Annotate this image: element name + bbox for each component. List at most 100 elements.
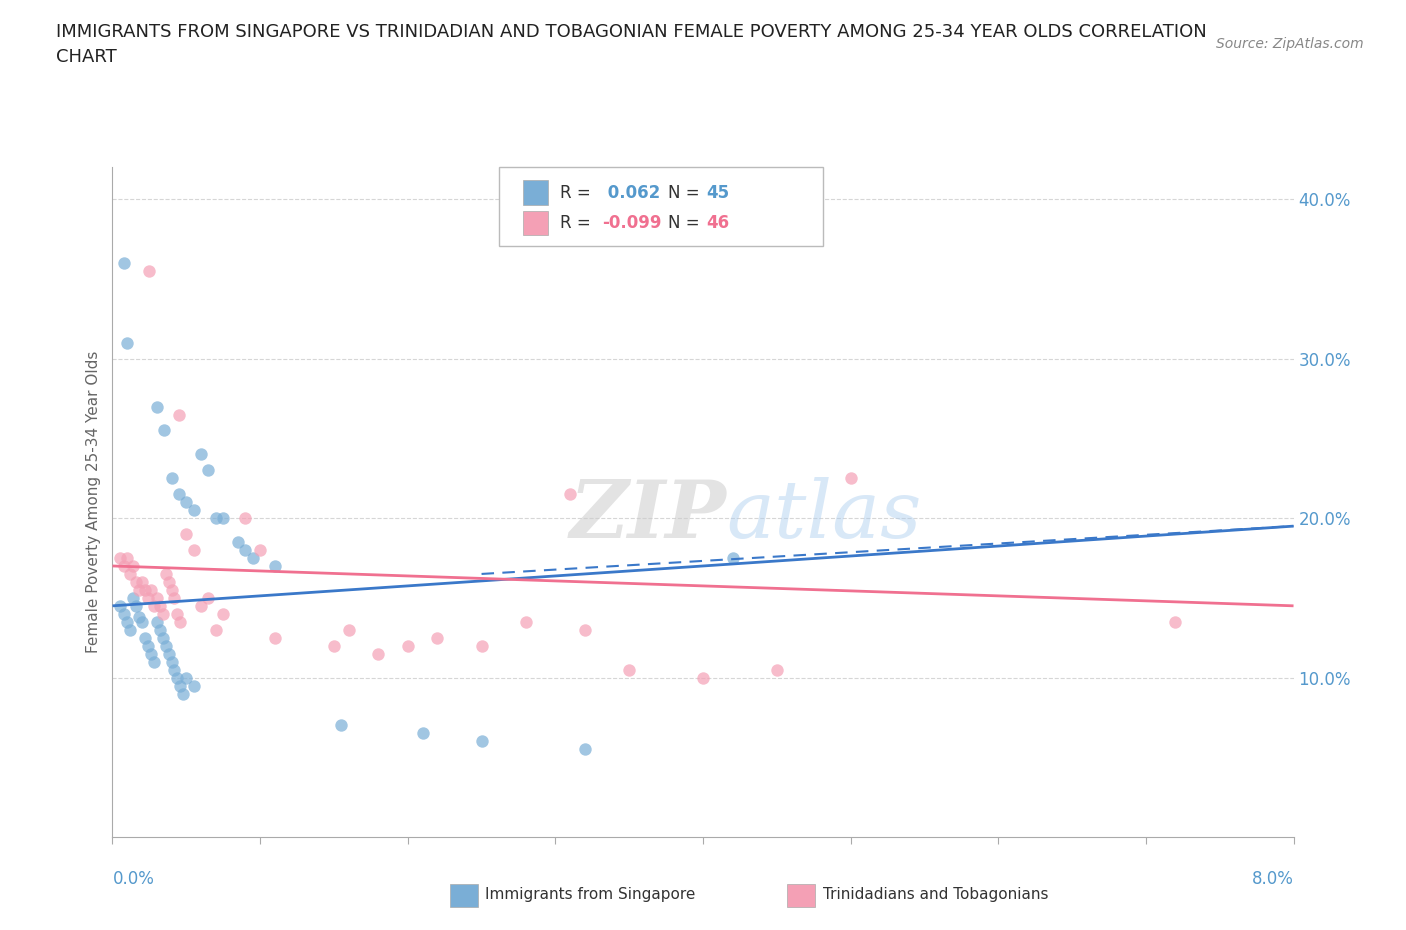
Point xyxy=(172,686,194,701)
Point xyxy=(330,718,353,733)
Point xyxy=(117,551,138,565)
Point xyxy=(163,591,186,605)
Point xyxy=(766,662,789,677)
Text: Immigrants from Singapore: Immigrants from Singapore xyxy=(485,887,696,902)
Text: 45: 45 xyxy=(706,183,728,202)
Point xyxy=(152,606,174,621)
Point xyxy=(160,654,183,669)
Point xyxy=(153,423,176,438)
Point xyxy=(157,646,180,661)
Point xyxy=(233,542,256,557)
Text: 46: 46 xyxy=(706,214,728,232)
Point xyxy=(112,256,135,271)
Point xyxy=(205,511,228,525)
Point xyxy=(108,598,131,613)
Text: ZIP: ZIP xyxy=(569,477,727,554)
Point xyxy=(146,399,169,414)
Point xyxy=(134,631,156,645)
Point xyxy=(128,582,150,597)
Text: N =: N = xyxy=(668,183,704,202)
Text: -0.099: -0.099 xyxy=(602,214,661,232)
Point xyxy=(574,742,596,757)
Point xyxy=(337,622,360,637)
Point xyxy=(515,615,537,630)
Point xyxy=(205,622,228,637)
Point xyxy=(155,566,177,581)
Point xyxy=(692,671,714,685)
Point xyxy=(242,551,264,565)
Point xyxy=(197,463,219,478)
Point xyxy=(122,591,145,605)
Point xyxy=(128,609,150,624)
Point xyxy=(396,638,419,653)
Text: 8.0%: 8.0% xyxy=(1251,870,1294,888)
Point xyxy=(149,622,172,637)
Point xyxy=(142,654,165,669)
Point xyxy=(125,575,148,590)
Point xyxy=(190,447,212,462)
Point xyxy=(120,622,142,637)
Point xyxy=(131,575,153,590)
Text: atlas: atlas xyxy=(727,477,922,554)
Point xyxy=(167,486,190,501)
Point xyxy=(131,615,153,630)
Point xyxy=(112,559,135,574)
Point xyxy=(197,591,219,605)
Text: R =: R = xyxy=(560,183,596,202)
Point xyxy=(619,662,641,677)
Point xyxy=(212,511,235,525)
Point xyxy=(139,582,162,597)
Point xyxy=(212,606,235,621)
Point xyxy=(249,542,271,557)
Text: Source: ZipAtlas.com: Source: ZipAtlas.com xyxy=(1216,37,1364,51)
Point xyxy=(839,471,862,485)
Point xyxy=(117,336,138,351)
Y-axis label: Female Poverty Among 25-34 Year Olds: Female Poverty Among 25-34 Year Olds xyxy=(86,351,101,654)
Point xyxy=(174,671,197,685)
Point xyxy=(470,638,494,653)
Point xyxy=(264,559,287,574)
Point xyxy=(160,471,183,485)
Point xyxy=(1164,615,1187,630)
Point xyxy=(174,495,197,510)
Point xyxy=(426,631,449,645)
Point xyxy=(149,598,172,613)
Point xyxy=(226,535,249,550)
Point xyxy=(125,598,148,613)
Text: N =: N = xyxy=(668,214,704,232)
Point xyxy=(166,606,188,621)
Text: CHART: CHART xyxy=(56,48,117,66)
Point xyxy=(157,575,180,590)
Text: Trinidadians and Tobagonians: Trinidadians and Tobagonians xyxy=(823,887,1047,902)
Point xyxy=(152,631,174,645)
Point xyxy=(146,591,169,605)
Point xyxy=(190,598,212,613)
Point xyxy=(183,503,205,518)
Point xyxy=(233,511,256,525)
Point xyxy=(169,678,191,693)
Point xyxy=(183,678,205,693)
Point xyxy=(117,615,138,630)
Point xyxy=(169,615,191,630)
Point xyxy=(470,734,494,749)
Point xyxy=(367,646,389,661)
Point xyxy=(167,407,190,422)
Point xyxy=(122,559,145,574)
Point xyxy=(183,542,205,557)
Text: R =: R = xyxy=(560,214,596,232)
Point xyxy=(264,631,287,645)
Point xyxy=(412,726,434,741)
Point xyxy=(160,582,183,597)
Text: 0.062: 0.062 xyxy=(602,183,659,202)
Point xyxy=(323,638,346,653)
Point xyxy=(163,662,186,677)
Point xyxy=(174,526,197,541)
Text: IMMIGRANTS FROM SINGAPORE VS TRINIDADIAN AND TOBAGONIAN FEMALE POVERTY AMONG 25-: IMMIGRANTS FROM SINGAPORE VS TRINIDADIAN… xyxy=(56,23,1206,41)
Point xyxy=(721,551,744,565)
Point xyxy=(560,486,582,501)
Point xyxy=(136,638,159,653)
Point xyxy=(139,646,162,661)
Point xyxy=(155,638,177,653)
Point xyxy=(166,671,188,685)
Point xyxy=(120,566,142,581)
